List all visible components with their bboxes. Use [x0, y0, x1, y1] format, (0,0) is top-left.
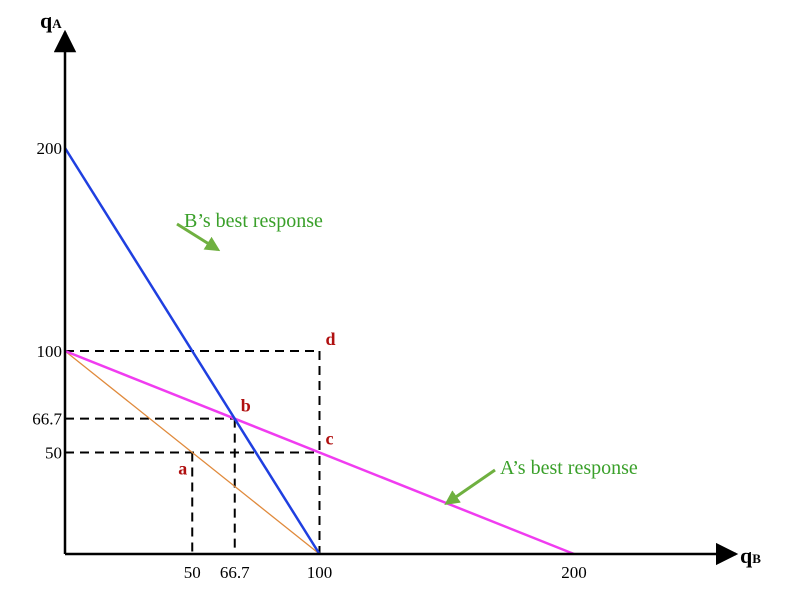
x-tick-label-3: 200 [561, 563, 587, 582]
series-line-0 [63, 147, 321, 555]
series-line-2 [64, 350, 320, 555]
y-tick-label-3: 50 [45, 444, 62, 463]
series-line-1 [64, 349, 575, 556]
x-axis-title-sub: B [752, 551, 761, 566]
y-tick-label-0: 200 [37, 139, 63, 158]
point-label-a: a [178, 459, 187, 479]
y-tick-label-1: 100 [37, 342, 63, 361]
point-label-b: b [241, 396, 251, 416]
x-axis-title: qB [740, 543, 761, 568]
x-tick-label-1: 66.7 [220, 563, 250, 582]
series-lines [63, 147, 575, 556]
annotation-label-0: B’s best response [184, 210, 323, 232]
x-tick-label-0: 50 [184, 563, 201, 582]
y-tick-label-2: 66.7 [32, 410, 62, 429]
annotation-label-1: A’s best response [500, 457, 638, 479]
annotations: B’s best response A’s best response [176, 210, 638, 505]
y-axis-title-main: q [40, 8, 53, 33]
y-tick-labels: 200 100 66.7 50 [32, 139, 62, 463]
x-axis-title-main: q [740, 543, 753, 568]
point-label-c: c [326, 429, 334, 449]
x-tick-label-2: 100 [307, 563, 333, 582]
y-axis-title-sub: A [52, 16, 62, 31]
y-axis-title: qA [40, 8, 62, 33]
point-label-d: d [326, 329, 336, 349]
annotation-arrow-1 [444, 468, 496, 505]
point-labels: a b c d [178, 329, 335, 479]
annotation-arrow-0 [176, 222, 221, 252]
x-tick-labels: 50 66.7 100 200 [184, 563, 587, 582]
